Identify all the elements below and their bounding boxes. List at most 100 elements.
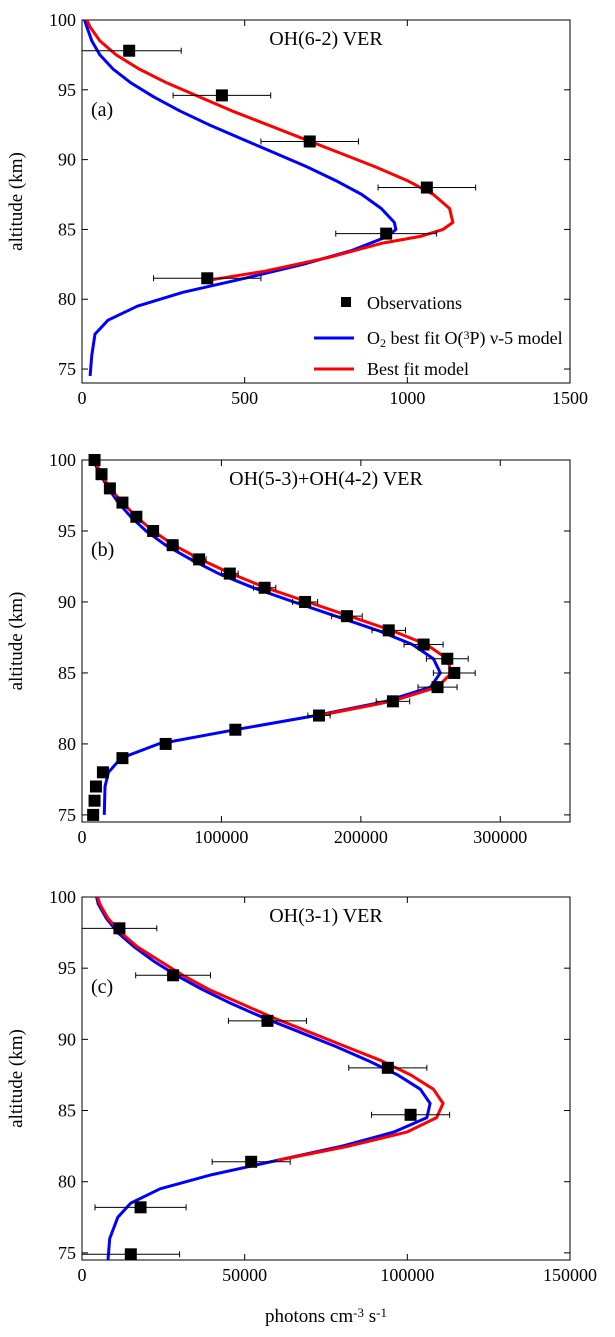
observation-point [420, 181, 433, 194]
x-tick-label: 50000 [222, 1265, 267, 1285]
best-fit-line [96, 897, 445, 1162]
y-tick-label: 100 [49, 450, 76, 470]
x-tick-label: 0 [78, 1265, 87, 1285]
observation-point [201, 272, 214, 285]
x-tick-label: 0 [78, 388, 87, 408]
x-tick-label: 0 [78, 827, 87, 847]
observation-point [89, 780, 102, 793]
legend-best-label: Best fit model [367, 359, 469, 379]
legend-o2-label-part: P) ν-5 model [469, 328, 562, 349]
observation-point [303, 135, 316, 148]
x-tick-label: 1500 [552, 388, 588, 408]
x-tick-label: 100000 [194, 827, 248, 847]
observation-point [124, 1248, 137, 1261]
observation-point [103, 482, 116, 495]
chart-panel-1: 0 500 1000 1500 75 80 85 90 95 100 altitude (km) OH… [6, 10, 588, 408]
y-tick-label: 95 [58, 80, 76, 100]
panel-label: (c) [91, 976, 113, 998]
y-tick-label: 85 [58, 219, 76, 239]
observation-point [130, 510, 143, 523]
observation-point [258, 581, 271, 594]
observation-point [116, 496, 129, 509]
y-tick-label: 75 [58, 359, 76, 379]
plot-frame [81, 896, 571, 1261]
y-tick-label: 95 [58, 958, 76, 978]
observation-point [340, 610, 353, 623]
panel-title: OH(3-1) VER [269, 905, 383, 927]
x-axis-title-part: photons cm [265, 1306, 353, 1327]
legend-o2-label: O2 best fit O(3P) ν-5 model [367, 328, 563, 350]
observation-point [134, 1201, 147, 1214]
panel-title: OH(6-2) VER [269, 28, 383, 50]
observation-point [87, 808, 100, 821]
o2-model-line [83, 20, 398, 377]
observation-point [381, 1061, 394, 1074]
x-axis-title-part: s [364, 1306, 376, 1327]
y-tick-label: 75 [58, 805, 76, 825]
legend-observations-label: Observations [367, 293, 462, 313]
legend-o2-label-part: 2 [380, 336, 386, 350]
observation-point [431, 681, 444, 694]
observation-point [193, 553, 206, 566]
x-tick-label: 100000 [380, 1265, 434, 1285]
legend-o2-label-part: 3 [463, 328, 469, 342]
observation-point [382, 624, 395, 637]
panel-label: (a) [91, 99, 113, 121]
observation-point [113, 922, 126, 935]
x-tick-label: 500 [231, 388, 258, 408]
observation-point [123, 44, 136, 57]
y-tick-label: 75 [58, 1243, 76, 1263]
y-axis-title: altitude (km) [6, 592, 27, 691]
plot-frame [81, 459, 571, 823]
observation-point [404, 1108, 417, 1121]
observation-point [299, 595, 312, 608]
x-axis-title-part: -3 [353, 1305, 364, 1320]
best-fit-line [85, 20, 455, 282]
legend-observation-marker [341, 297, 351, 307]
panel-label: (b) [91, 539, 114, 561]
x-tick-label: 150000 [543, 1265, 597, 1285]
observation-point [313, 709, 326, 722]
y-tick-label: 100 [49, 887, 76, 907]
x-axis-title: photons cm-3 s-1 [265, 1305, 387, 1327]
o2-model-line [91, 460, 442, 815]
observation-point [167, 969, 180, 982]
observation-point [215, 89, 228, 102]
legend-o2-label-part: best fit O( [386, 328, 463, 349]
observation-point [166, 539, 179, 552]
x-axis-title-part: -1 [376, 1305, 387, 1320]
panel-title: OH(5-3)+OH(4-2) VER [229, 468, 423, 490]
y-tick-label: 90 [58, 1029, 76, 1049]
observation-point [441, 652, 454, 665]
observation-point [417, 638, 430, 651]
observation-point [448, 666, 461, 679]
observation-point [245, 1155, 258, 1168]
y-tick-label: 85 [58, 663, 76, 683]
x-tick-label: 300000 [473, 827, 527, 847]
y-tick-label: 80 [58, 289, 76, 309]
observation-point [380, 227, 393, 240]
observation-point [96, 766, 109, 779]
observation-point [229, 723, 242, 736]
y-tick-label: 100 [49, 10, 76, 30]
x-tick-label: 1000 [389, 388, 425, 408]
observation-point [95, 468, 108, 481]
plot-frame [81, 19, 571, 384]
chart-panel-3: 0 50000 100000 150000 75 80 85 90 95 100 altitude … [6, 887, 597, 1285]
observation-point [386, 695, 399, 708]
legend-o2-label-part: O [367, 328, 380, 348]
y-axis-title: altitude (km) [6, 152, 27, 251]
y-tick-label: 90 [58, 592, 76, 612]
observation-point [88, 794, 101, 807]
observation-point [261, 1014, 274, 1027]
y-tick-label: 95 [58, 521, 76, 541]
chart-panel-2: 0 100000 200000 300000 75 80 85 90 95 100 altitude… [6, 450, 571, 847]
x-tick-label: 200000 [334, 827, 388, 847]
y-tick-label: 85 [58, 1101, 76, 1121]
y-tick-label: 80 [58, 734, 76, 754]
observation-point [147, 524, 160, 537]
observation-point [223, 567, 236, 580]
observation-point [116, 752, 129, 765]
